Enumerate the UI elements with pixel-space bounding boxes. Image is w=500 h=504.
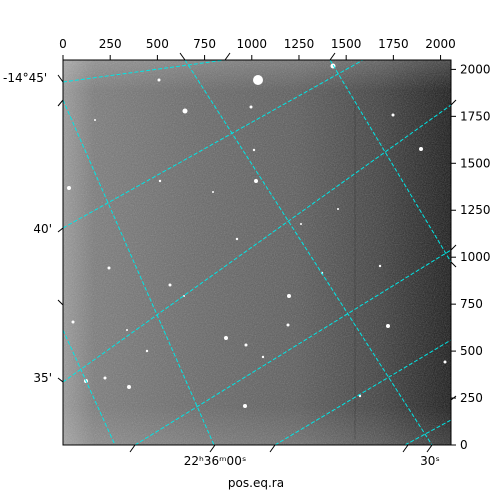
top-tick-label: 1000 [237, 37, 268, 51]
right-tick-label: 1000 [460, 250, 491, 264]
star [386, 324, 390, 328]
star [126, 329, 128, 331]
grid-line [63, 104, 451, 383]
star [145, 349, 149, 353]
grid-line [329, 60, 451, 263]
star [107, 266, 111, 270]
world-tick [329, 52, 336, 61]
sky-image [63, 60, 451, 445]
grid-line [184, 60, 433, 445]
top-tick-label: 0 [59, 37, 67, 51]
star [103, 376, 107, 380]
top-tick-label: 750 [193, 37, 216, 51]
star [254, 179, 258, 183]
star [168, 283, 172, 287]
star [157, 78, 161, 82]
plot-frame [62, 59, 452, 446]
world-tick [57, 377, 64, 383]
top-tick-label: 2000 [425, 37, 456, 51]
world-tick [450, 261, 457, 268]
world-coordinate-ticks [57, 52, 457, 453]
dec-tick-label: -14°45' [3, 71, 47, 85]
star [252, 148, 256, 152]
world-tick [57, 227, 64, 233]
star [391, 113, 395, 117]
world-tick [57, 299, 64, 306]
top-tick-label: 1750 [378, 37, 409, 51]
star [300, 223, 302, 225]
right-tick-label: 1250 [460, 203, 491, 217]
grid-line [63, 329, 116, 445]
top-tick-label: 500 [146, 37, 169, 51]
top-tick-label: 1500 [331, 37, 362, 51]
world-tick [129, 444, 136, 453]
star [261, 355, 265, 359]
star [182, 108, 188, 114]
world-tick [402, 444, 409, 453]
world-tick [450, 244, 457, 251]
star [127, 385, 131, 389]
dec-tick-label: 40' [33, 222, 52, 236]
world-tick [179, 52, 186, 61]
star [419, 147, 423, 151]
star [249, 105, 253, 109]
grid-line [63, 99, 215, 445]
star [286, 323, 290, 327]
grid-line [63, 60, 364, 229]
right-tick-label: 750 [460, 297, 483, 311]
star [243, 404, 247, 408]
grid-line [63, 60, 226, 83]
star [287, 294, 291, 298]
star [67, 186, 71, 190]
right-tick-label: 0 [460, 438, 468, 452]
x-axis-label: pos.eq.ra [228, 476, 284, 490]
top-tick-label: 1250 [284, 37, 315, 51]
star [244, 343, 248, 347]
right-tick-label: 2000 [460, 62, 491, 76]
right-pixel-axis: 0 250 500 750 1000 1250 1500 1750 2000 [451, 62, 491, 452]
world-tick [57, 99, 64, 107]
star [224, 336, 228, 340]
ra-tick-label: 30ˢ [420, 454, 440, 468]
world-tick [209, 444, 216, 453]
ra-tick-label: 22ʰ36ᵐ00ˢ [184, 454, 247, 468]
star [71, 320, 75, 324]
star [235, 237, 239, 241]
right-tick-label: 250 [460, 391, 483, 405]
star [212, 191, 214, 193]
star [443, 360, 447, 364]
right-tick-label: 500 [460, 344, 483, 358]
grid-line [134, 249, 451, 445]
star [158, 179, 162, 183]
star [337, 208, 339, 210]
dec-tick-label: 35' [33, 371, 52, 385]
star [358, 394, 362, 398]
world-tick [426, 444, 433, 453]
star [378, 264, 382, 268]
coordinate-grid [63, 60, 451, 445]
right-tick-label: 1500 [460, 156, 491, 170]
right-tick-label: 1750 [460, 109, 491, 123]
world-tick [269, 444, 276, 453]
world-tick [57, 74, 64, 83]
world-tick [450, 99, 457, 106]
top-tick-label: 250 [99, 37, 122, 51]
grid-line [274, 339, 451, 445]
world-tick [450, 395, 457, 401]
star [94, 119, 96, 121]
star [253, 75, 263, 85]
grid-line [404, 419, 451, 445]
top-pixel-axis: 0 250 500 750 1000 1250 1500 1750 2000 [59, 37, 456, 60]
world-tick [224, 52, 231, 61]
